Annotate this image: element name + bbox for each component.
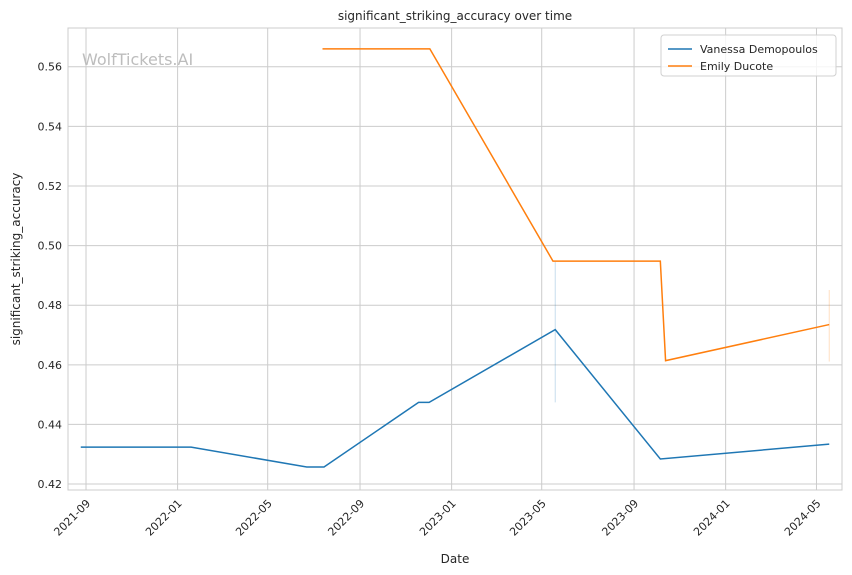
x-tick-label: 2023-09: [599, 497, 641, 539]
x-tick-label: 2024-05: [782, 497, 824, 539]
x-tick-label: 2021-09: [51, 497, 93, 539]
x-tick-label: 2022-09: [325, 497, 367, 539]
confidence-bands: [554, 261, 830, 403]
x-tick-label: 2023-05: [507, 497, 549, 539]
y-tick-label: 0.44: [38, 418, 63, 431]
x-tick-label: 2024-01: [691, 497, 733, 539]
y-tick-labels: 0.42 0.44 0.46 0.48 0.50 0.52 0.54 0.56: [38, 61, 63, 491]
x-tick-label: 2023-01: [417, 497, 459, 539]
y-tick-label: 0.54: [38, 120, 63, 133]
x-tick-label: 2022-05: [233, 497, 275, 539]
y-tick-label: 0.42: [38, 478, 63, 491]
watermark: WolfTickets.AI: [82, 50, 193, 69]
legend-box: [660, 34, 837, 77]
y-tick-label: 0.48: [38, 299, 63, 312]
y-tick-label: 0.56: [38, 61, 63, 74]
x-axis-label: Date: [441, 552, 470, 566]
legend-label: Vanessa Demopoulos: [700, 43, 818, 56]
series-line-vanessa-demopoulos: [80, 328, 830, 468]
series-lines: [80, 48, 830, 468]
legend-label: Emily Ducote: [700, 60, 773, 73]
x-tick-labels: 2021-09 2022-01 2022-05 2022-09 2023-01 2023-…: [51, 497, 823, 539]
grid: [68, 28, 842, 490]
chart-title: significant_striking_accuracy over time: [338, 9, 572, 23]
y-tick-label: 0.52: [38, 180, 63, 193]
y-tick-label: 0.46: [38, 359, 63, 372]
legend: Vanessa Demopoulos Emily Ducote: [660, 34, 837, 77]
y-axis-label: significant_striking_accuracy: [9, 173, 23, 346]
series-line-emily-ducote: [322, 48, 830, 362]
y-tick-label: 0.50: [38, 240, 63, 253]
x-tick-label: 2022-01: [143, 497, 185, 539]
plot-area-border: [67, 27, 843, 491]
